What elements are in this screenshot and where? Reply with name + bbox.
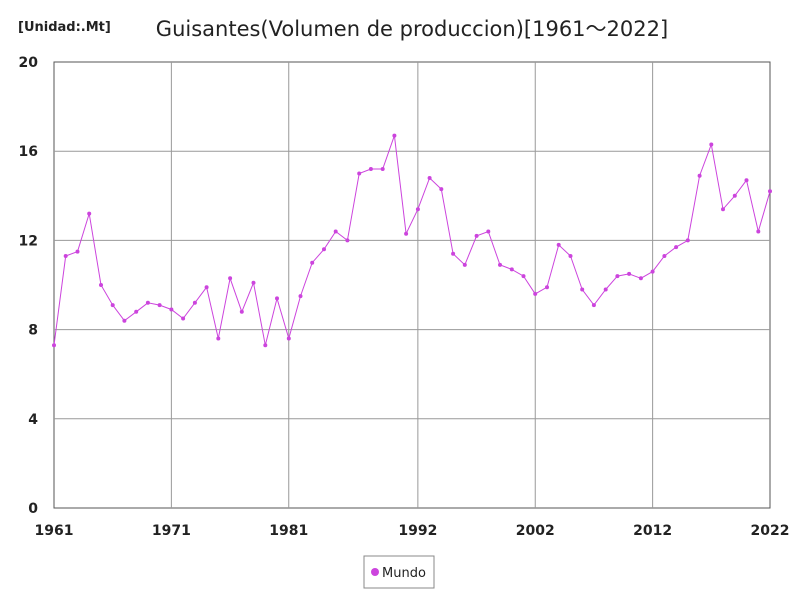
data-point: [568, 254, 573, 258]
data-point: [732, 193, 737, 198]
data-point: [521, 274, 526, 279]
x-tick-label: 1981: [269, 523, 308, 539]
data-point: [498, 262, 502, 267]
data-point: [744, 178, 749, 183]
series-points-mundo: [52, 133, 772, 348]
data-point: [275, 296, 279, 301]
data-point: [404, 231, 409, 236]
data-point: [756, 229, 761, 234]
data-point: [310, 260, 315, 265]
data-point: [110, 303, 115, 308]
data-point: [181, 316, 186, 321]
data-point: [486, 229, 491, 234]
plot-area: [53, 61, 771, 509]
data-point: [392, 133, 397, 138]
x-tick-label: 1971: [152, 523, 191, 539]
y-axis-ticks: 0 4 8 12 16 20: [19, 55, 39, 517]
data-point: [545, 285, 549, 290]
data-point: [580, 287, 585, 292]
data-point: [286, 336, 291, 341]
data-point: [192, 300, 197, 305]
x-tick-label: 1992: [398, 523, 437, 539]
data-point: [533, 291, 538, 296]
legend-marker: [371, 568, 379, 576]
data-point: [122, 318, 127, 323]
data-point: [145, 300, 150, 305]
data-point: [591, 303, 596, 308]
data-point: [615, 274, 620, 279]
data-point: [721, 207, 725, 212]
data-point: [345, 238, 350, 243]
data-point: [99, 283, 103, 287]
data-point: [768, 189, 772, 194]
data-point: [169, 307, 174, 312]
data-point: [638, 276, 643, 281]
data-point: [368, 167, 373, 171]
data-point: [63, 254, 68, 258]
data-point: [298, 294, 303, 299]
data-point: [509, 267, 514, 272]
y-tick-label: 4: [28, 412, 38, 428]
grid-lines: [54, 62, 770, 508]
data-point: [427, 176, 432, 180]
data-point: [216, 336, 221, 341]
x-tick-label: 2012: [633, 523, 672, 539]
data-point: [662, 254, 667, 258]
data-point: [87, 211, 92, 216]
y-tick-label: 12: [19, 233, 38, 249]
data-point: [251, 280, 256, 285]
legend: Mundo: [363, 555, 435, 589]
data-point: [556, 242, 561, 247]
data-point: [685, 238, 690, 243]
data-point: [239, 309, 244, 314]
y-tick-label: 16: [19, 144, 38, 160]
unit-label: [Unidad:.Mt]: [18, 20, 111, 35]
legend-label: Mundo: [382, 566, 426, 581]
data-point: [474, 233, 479, 238]
x-tick-label: 2022: [751, 523, 790, 539]
data-point: [75, 249, 80, 254]
x-tick-label: 2002: [516, 523, 555, 539]
series-line-mundo: [53, 135, 771, 346]
chart-title: Guisantes(Volumen de produccion)[1961～20…: [156, 17, 668, 41]
data-point: [380, 167, 385, 171]
data-point: [157, 303, 162, 308]
y-tick-label: 0: [28, 501, 38, 517]
data-point: [322, 247, 326, 252]
data-point: [697, 173, 702, 178]
data-point: [134, 309, 139, 314]
data-point: [439, 187, 444, 192]
x-tick-label: 1961: [35, 523, 74, 539]
data-point: [333, 229, 338, 234]
data-point: [650, 269, 655, 274]
data-point: [674, 245, 679, 250]
data-point: [263, 343, 268, 348]
data-point: [451, 251, 456, 256]
data-point: [357, 171, 362, 176]
x-axis-ticks: 1961 1971 1981 1992 2002 2012 2022: [35, 523, 790, 539]
data-point: [204, 285, 209, 290]
data-point: [228, 276, 233, 281]
data-point: [462, 262, 467, 267]
data-point: [52, 343, 56, 348]
y-tick-label: 20: [19, 55, 39, 71]
data-point: [709, 142, 714, 147]
y-tick-label: 8: [28, 323, 38, 339]
data-point: [627, 271, 632, 276]
data-point: [415, 207, 420, 212]
data-point: [603, 287, 608, 292]
